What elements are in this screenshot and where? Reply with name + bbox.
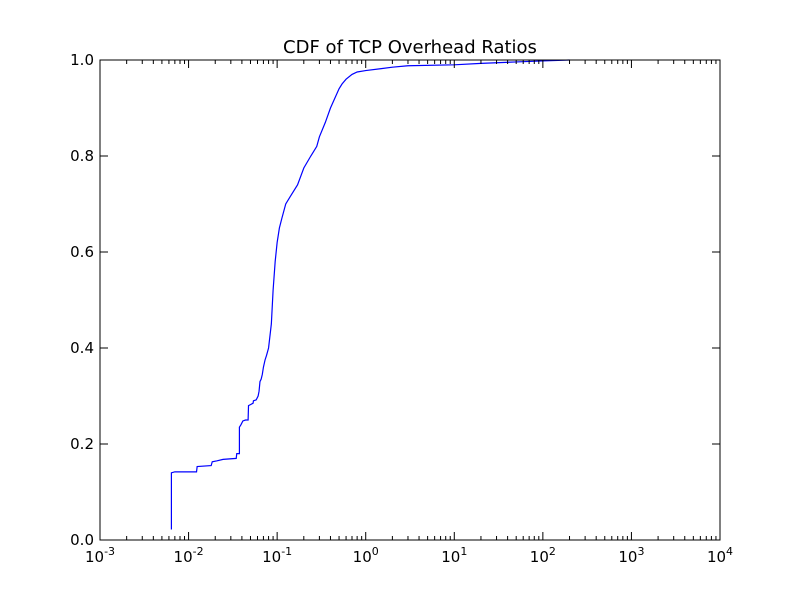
y-tick-label: 0.4: [70, 339, 94, 357]
x-tick-label: 10-1: [262, 545, 292, 566]
y-tick-label: 0.8: [70, 147, 94, 165]
y-tick-label: 1.0: [70, 51, 94, 69]
x-tick-label: 102: [530, 545, 556, 566]
x-tick-label: 101: [441, 545, 467, 566]
y-tick-label: 0.2: [70, 435, 94, 453]
x-tick-label: 103: [618, 545, 644, 566]
plot-layer: [170, 59, 570, 530]
series-line-0: [170, 59, 570, 530]
x-tick-label: 104: [707, 545, 733, 566]
x-tick-label: 10-3: [85, 545, 115, 566]
y-tick-label: 0.0: [70, 531, 94, 549]
plot-frame: [99, 59, 721, 541]
x-tick-label: 10-2: [174, 545, 204, 566]
y-tick-label: 0.6: [70, 243, 94, 261]
chart-title: CDF of TCP Overhead Ratios: [283, 37, 537, 58]
ticks-layer: 10-3 10-2 10-1 100 101 102 103 104 0.0 0.2 0.4 0.6 0…: [70, 51, 733, 566]
x-tick-label: 100: [353, 545, 379, 566]
